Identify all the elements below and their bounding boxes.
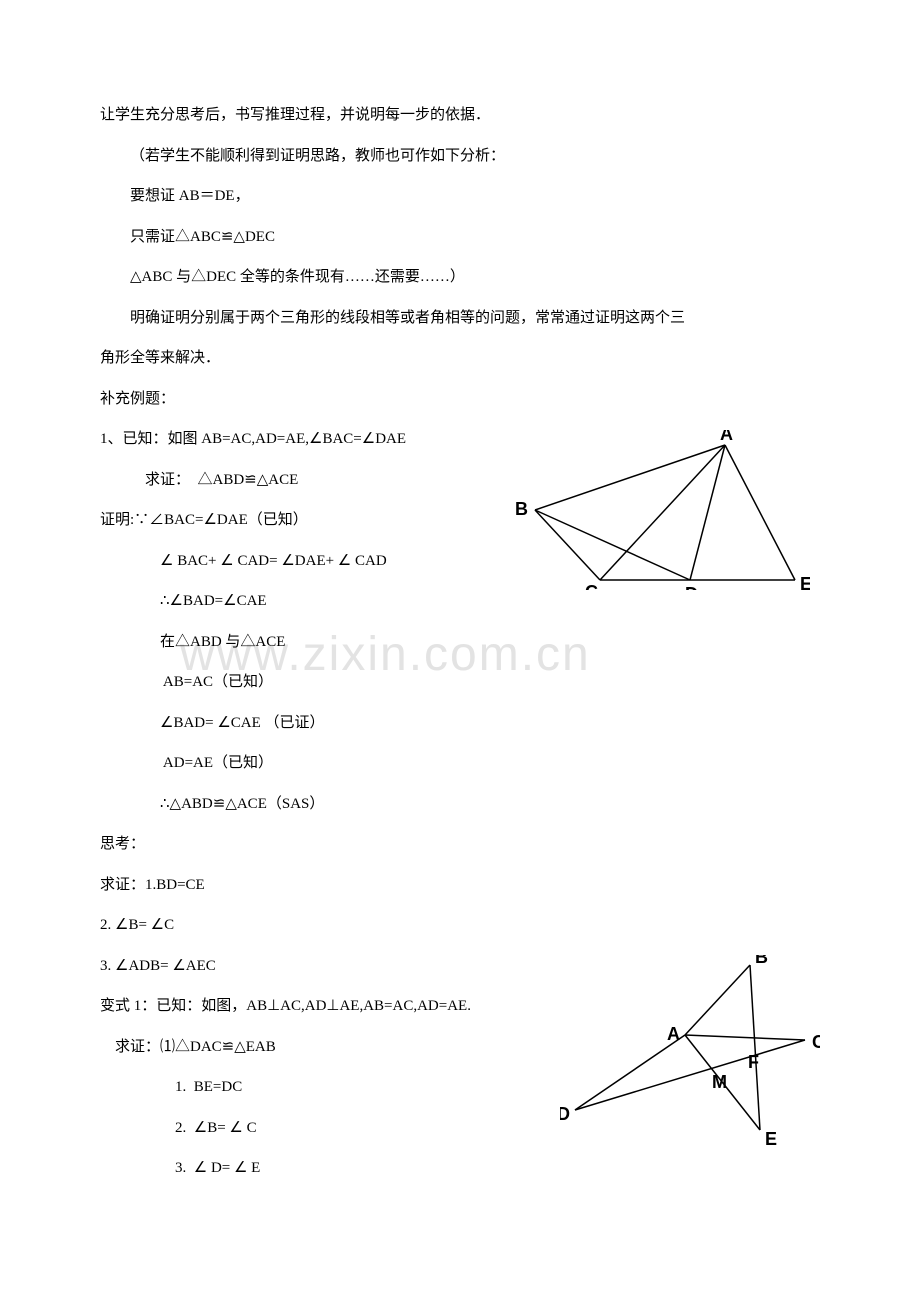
text-line: 3. ∠ D= ∠ E	[100, 1148, 820, 1189]
text-line: 2. ∠B= ∠ C	[100, 1108, 820, 1149]
text-line: 思考：	[100, 824, 820, 865]
text-line: ∠ BAC+ ∠ CAD= ∠DAE+ ∠ CAD	[100, 541, 820, 582]
text-line: △ABC 与△DEC 全等的条件现有……还需要……）	[100, 257, 820, 298]
text-line: 求证：1.BD=CE	[100, 865, 820, 906]
text-line: 补充例题：	[100, 379, 820, 420]
text-line: 2. ∠B= ∠C	[100, 905, 820, 946]
text-line: 3. ∠ADB= ∠AEC	[100, 946, 820, 987]
text-line: ∴△ABD≌△ACE（SAS）	[100, 784, 820, 825]
text-line: 1. BE=DC	[100, 1067, 820, 1108]
text-line: 变式 1：已知：如图，AB⊥AC,AD⊥AE,AB=AC,AD=AE.	[100, 986, 820, 1027]
text-line: 1、已知：如图 AB=AC,AD=AE,∠BAC=∠DAE	[100, 419, 820, 460]
text-line: （若学生不能顺利得到证明思路，教师也可作如下分析：	[100, 136, 820, 177]
text-line: 要想证 AB＝DE，	[100, 176, 820, 217]
text-line: 证明:∵∠BAC=∠DAE（已知）	[100, 500, 820, 541]
text-line: 求证： △ABD≌△ACE	[100, 460, 820, 501]
text-line: ∴∠BAD=∠CAE	[100, 581, 820, 622]
text-line: AD=AE（已知）	[100, 743, 820, 784]
text-line: 让学生充分思考后，书写推理过程，并说明每一步的依据．	[100, 95, 820, 136]
text-line: 在△ABD 与△ACE	[100, 622, 820, 663]
text-line: 求证：⑴△DAC≌△EAB	[100, 1027, 820, 1068]
document-body: 让学生充分思考后，书写推理过程，并说明每一步的依据． （若学生不能顺利得到证明思…	[100, 95, 820, 1189]
text-line: ∠BAD= ∠CAE （已证）	[100, 703, 820, 744]
text-line: 只需证△ABC≌△DEC	[100, 217, 820, 258]
text-line: 角形全等来解决．	[100, 338, 820, 379]
text-line: 明确证明分别属于两个三角形的线段相等或者角相等的问题，常常通过证明这两个三	[100, 298, 820, 339]
text-line: AB=AC（已知）	[100, 662, 820, 703]
